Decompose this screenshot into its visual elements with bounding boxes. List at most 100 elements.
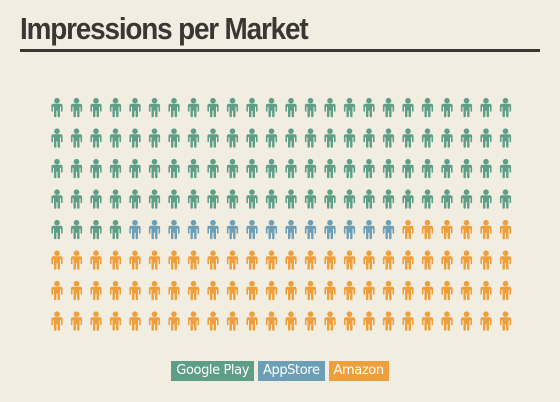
person-icon <box>90 250 102 270</box>
person-icon <box>499 219 512 240</box>
person-icon <box>480 219 492 240</box>
person-icon <box>51 311 63 331</box>
person-icon <box>363 158 375 179</box>
person-icon <box>51 219 63 240</box>
person-icon <box>207 158 219 179</box>
person-icon <box>421 158 434 179</box>
person-icon <box>168 219 180 240</box>
person-icon <box>129 128 141 148</box>
person-icon <box>324 189 336 209</box>
person-icon <box>402 189 414 209</box>
person-icon <box>441 158 453 179</box>
person-icon <box>402 219 414 240</box>
legend-item-amazon: Amazon <box>328 361 389 381</box>
person-icon <box>285 311 297 331</box>
person-icon <box>70 128 83 148</box>
person-icon <box>421 280 434 301</box>
person-icon <box>363 97 375 118</box>
person-icon <box>363 128 375 148</box>
person-icon <box>441 280 453 301</box>
person-icon <box>285 97 297 118</box>
person-icon <box>304 97 317 118</box>
person-icon <box>441 97 453 118</box>
person-icon <box>343 189 356 209</box>
person-icon <box>207 311 219 331</box>
title-underline <box>20 49 540 52</box>
person-icon <box>363 189 375 209</box>
person-icon <box>129 311 141 331</box>
person-icon <box>129 250 141 270</box>
person-icon <box>382 97 395 118</box>
person-icon <box>70 97 83 118</box>
person-icon <box>226 219 239 240</box>
person-icon <box>70 311 83 331</box>
person-icon <box>207 97 219 118</box>
person-icon <box>168 250 180 270</box>
person-icon <box>285 189 297 209</box>
person-icon <box>246 158 258 179</box>
person-icon <box>421 219 434 240</box>
person-icon <box>129 219 141 240</box>
person-icon <box>187 250 200 270</box>
icon-grid <box>51 97 512 331</box>
person-icon <box>246 189 258 209</box>
person-icon <box>499 311 512 331</box>
person-icon <box>148 189 161 209</box>
person-icon <box>90 189 102 209</box>
person-icon <box>70 158 83 179</box>
person-icon <box>246 250 258 270</box>
person-icon <box>441 189 453 209</box>
person-icon <box>304 250 317 270</box>
person-icon <box>402 128 414 148</box>
person-icon <box>246 97 258 118</box>
person-icon <box>343 280 356 301</box>
person-icon <box>90 311 102 331</box>
person-icon <box>402 311 414 331</box>
person-icon <box>265 219 278 240</box>
person-icon <box>460 311 473 331</box>
person-icon <box>460 280 473 301</box>
person-icon <box>324 97 336 118</box>
person-icon <box>421 189 434 209</box>
person-icon <box>109 158 122 179</box>
person-icon <box>168 128 180 148</box>
person-icon <box>402 250 414 270</box>
person-icon <box>109 219 122 240</box>
legend-item-google-play: Google Play <box>171 361 254 381</box>
person-icon <box>90 219 102 240</box>
person-icon <box>402 158 414 179</box>
person-icon <box>499 189 512 209</box>
person-icon <box>51 280 63 301</box>
person-icon <box>226 280 239 301</box>
person-icon <box>382 128 395 148</box>
person-icon <box>499 250 512 270</box>
person-icon <box>187 97 200 118</box>
person-icon <box>90 158 102 179</box>
person-icon <box>226 189 239 209</box>
person-icon <box>421 250 434 270</box>
person-icon <box>363 280 375 301</box>
person-icon <box>460 128 473 148</box>
person-icon <box>129 97 141 118</box>
person-icon <box>168 158 180 179</box>
person-icon <box>480 189 492 209</box>
person-icon <box>226 250 239 270</box>
person-icon <box>168 97 180 118</box>
person-icon <box>499 128 512 148</box>
person-icon <box>51 128 63 148</box>
person-icon <box>441 250 453 270</box>
person-icon <box>324 311 336 331</box>
person-icon <box>51 97 63 118</box>
person-icon <box>285 250 297 270</box>
person-icon <box>304 158 317 179</box>
person-icon <box>168 280 180 301</box>
person-icon <box>187 280 200 301</box>
person-icon <box>148 97 161 118</box>
person-icon <box>187 311 200 331</box>
person-icon <box>207 128 219 148</box>
person-icon <box>304 311 317 331</box>
person-icon <box>265 250 278 270</box>
person-icon <box>480 128 492 148</box>
person-icon <box>363 219 375 240</box>
